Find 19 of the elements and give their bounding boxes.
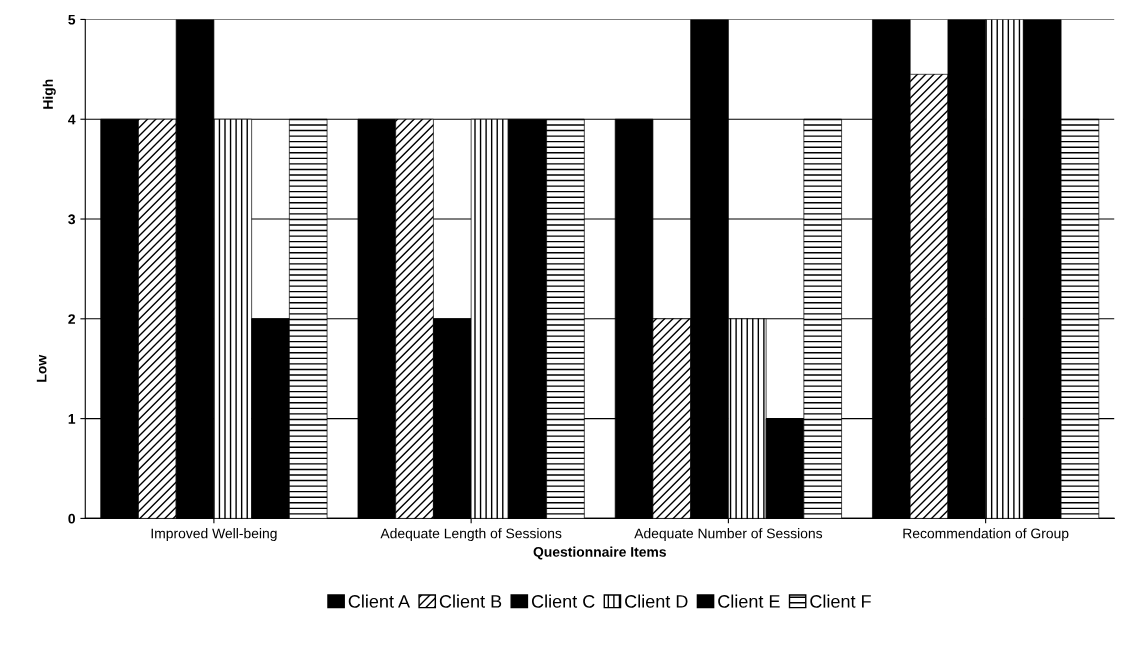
legend-label: Client F	[810, 594, 871, 608]
legend-label: Client D	[625, 594, 688, 608]
y-tick-label: 5	[68, 14, 76, 25]
x-tick-label: Adequate Length of Sessions	[380, 528, 562, 542]
y-tick-label: 1	[68, 414, 76, 424]
legend-label: Client E	[718, 594, 780, 608]
legend-label: Client B	[439, 594, 502, 608]
y-tick-label: 4	[68, 114, 76, 125]
x-axis-title: Questionnaire Items	[533, 546, 666, 560]
x-tick-label: Recommendation of Group	[903, 528, 1069, 542]
legend-label: Client A	[348, 594, 411, 608]
x-tick-label: Improved Well-being	[151, 528, 277, 542]
legend-label: Client C	[531, 594, 595, 608]
y-tick-label: 3	[68, 214, 76, 225]
y-tick-label: 2	[68, 314, 75, 324]
text: High	[42, 79, 56, 109]
y-axis-title: Low	[36, 354, 47, 382]
x-tick-label: Adequate Number of Sessions	[634, 528, 823, 542]
y-tick-label: 0	[68, 513, 75, 524]
